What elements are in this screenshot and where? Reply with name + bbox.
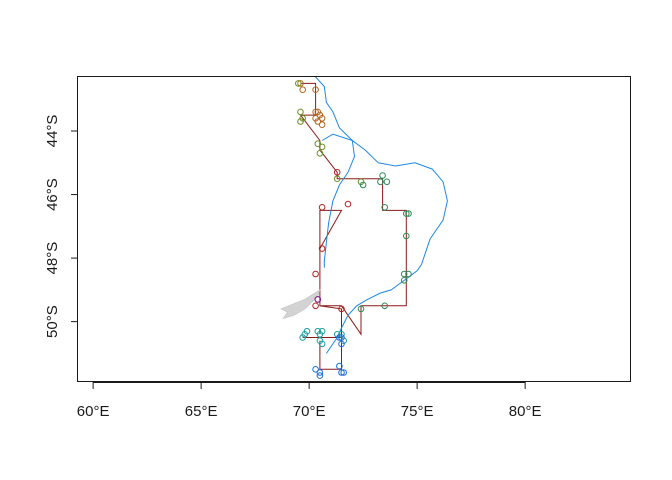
x-tick-label: 75°E [401, 403, 434, 420]
contour-line-branch [321, 133, 356, 268]
y-axis: 44°S 46°S 48°S 50°S [44, 115, 78, 338]
data-point [312, 108, 319, 116]
track-line [299, 82, 407, 370]
track-layer [299, 82, 407, 370]
data-point [400, 270, 408, 278]
data-point [336, 334, 343, 341]
y-tick-label: 48°S [44, 242, 61, 275]
data-point [295, 80, 302, 87]
data-point [312, 302, 319, 310]
x-tick-label: 70°E [293, 403, 326, 420]
data-point [297, 108, 304, 116]
data-point [383, 178, 391, 186]
data-point [312, 115, 319, 122]
contour-line [314, 77, 448, 354]
contour-layer [314, 77, 448, 354]
data-point [303, 327, 311, 335]
data-point [312, 270, 319, 278]
data-point [381, 204, 389, 211]
points-layer [295, 80, 412, 379]
data-point [297, 80, 304, 87]
x-axis: 60°E 65°E 70°E 75°E 80°E [77, 382, 542, 420]
data-point [318, 121, 326, 128]
plot-frame [77, 76, 631, 382]
data-point [333, 175, 341, 182]
y-tick-label: 44°S [44, 115, 61, 148]
data-point [333, 169, 341, 176]
data-point [318, 143, 326, 151]
data-point [403, 232, 410, 240]
data-point [344, 200, 352, 208]
data-point [316, 369, 324, 376]
data-point [299, 334, 307, 341]
data-point [318, 340, 326, 348]
data-point [314, 140, 322, 147]
data-point [357, 305, 365, 313]
data-point [318, 115, 326, 122]
data-point [299, 115, 307, 122]
data-point [338, 340, 345, 348]
x-tick-label: 65°E [185, 403, 218, 420]
data-point [318, 204, 326, 211]
data-point [340, 369, 348, 376]
data-point [400, 277, 408, 284]
x-tick-label: 80°E [509, 403, 542, 420]
y-tick-label: 46°S [44, 178, 61, 211]
data-point [318, 327, 326, 335]
y-tick-label: 50°S [44, 305, 61, 338]
x-tick-label: 60°E [77, 403, 110, 420]
data-point [359, 181, 367, 189]
data-point [336, 362, 343, 370]
data-point [312, 86, 319, 93]
data-point [338, 305, 345, 313]
data-point [312, 366, 319, 373]
data-point [316, 372, 324, 379]
data-point [338, 334, 345, 341]
data-point [379, 172, 386, 179]
data-point [381, 302, 389, 310]
data-point [338, 369, 345, 376]
data-point [405, 210, 412, 217]
land-shape [280, 288, 321, 320]
data-point [314, 296, 322, 303]
data-point [405, 270, 412, 278]
data-point [316, 150, 324, 157]
data-point [318, 245, 326, 252]
land-layer [280, 288, 321, 320]
data-point [377, 178, 384, 186]
data-point [314, 108, 322, 116]
data-point [299, 86, 307, 93]
data-point [403, 210, 410, 217]
